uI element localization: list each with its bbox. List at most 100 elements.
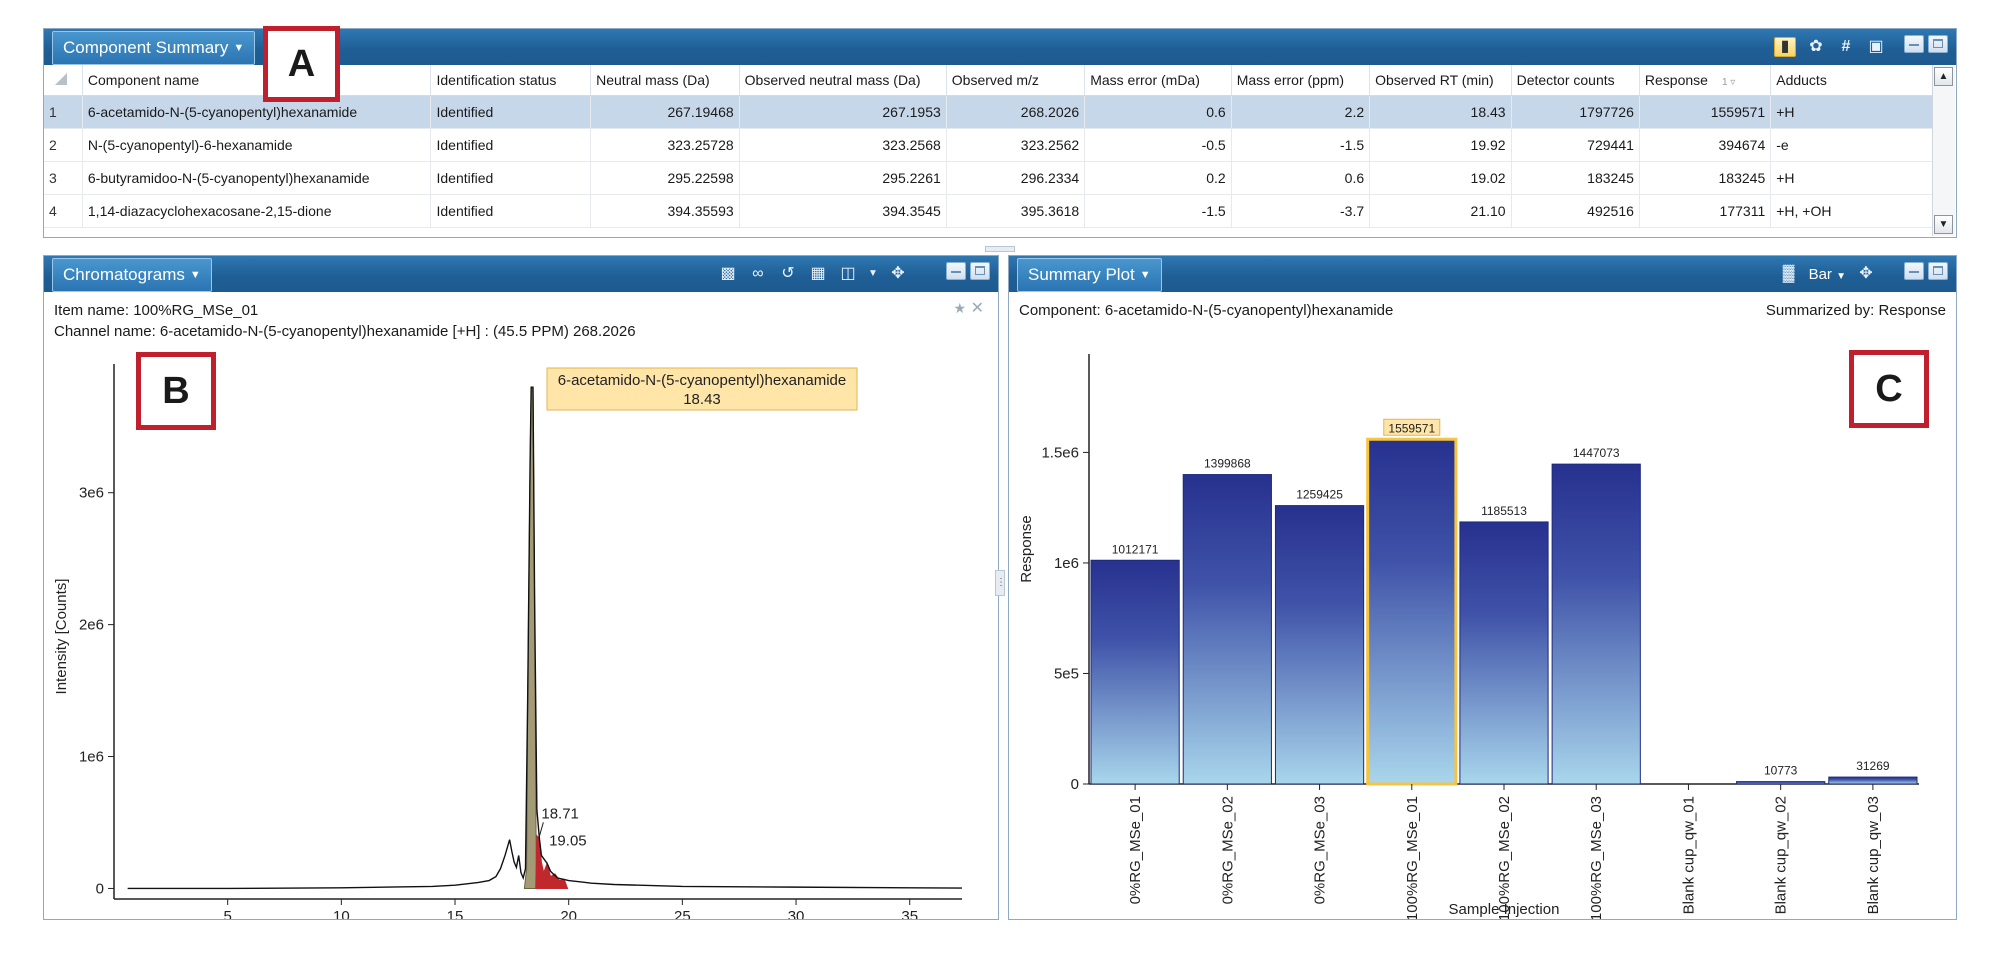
y-tick-label: 0 <box>1071 776 1079 793</box>
peak-tooltip-rt: 18.43 <box>683 391 721 408</box>
chromatograms-menu[interactable]: Chromatograms ▼ <box>52 258 212 292</box>
annotation-label-c: C <box>1849 350 1929 428</box>
column-header-response[interactable]: Response 1 ▿ <box>1639 65 1772 96</box>
table-icon[interactable]: ▦ <box>810 265 826 282</box>
column-header[interactable]: Detector counts <box>1511 65 1640 96</box>
thermometer-icon[interactable]: ▮ <box>1774 37 1796 57</box>
x-tick-label: 25 <box>674 908 691 919</box>
bar <box>1828 776 1918 785</box>
pin-icon[interactable]: ★ <box>953 300 966 316</box>
column-header[interactable]: Observed RT (min) <box>1369 65 1512 96</box>
chromatogram-chart: 510152025303501e62e63e6Retention time [m… <box>53 364 963 919</box>
minimize-button[interactable] <box>1904 262 1924 280</box>
zoom-select-icon[interactable]: ▩ <box>720 265 736 282</box>
select-all-corner[interactable] <box>44 65 83 96</box>
x-axis-label: Sample Injection <box>1449 901 1560 918</box>
x-tick-label: Blank cup_qw_01 <box>1680 796 1697 914</box>
chromatograms-titlebar: Chromatograms ▼ ▩ ∞ ↺ ▦ ◫ ▼ ✥ <box>44 256 998 292</box>
bar-data-label: 1185513 <box>1481 504 1527 518</box>
bar <box>1366 437 1458 786</box>
bar <box>1551 463 1641 785</box>
bar-data-label: 1559571 <box>1388 421 1435 435</box>
component-summary-menu[interactable]: Component Summary ▼ <box>52 31 256 65</box>
component-table: Component name Identification status Neu… <box>44 65 1933 228</box>
undo-icon[interactable]: ↺ <box>781 265 795 282</box>
bar-data-label: 1259425 <box>1296 488 1343 502</box>
bar-data-label: 1012171 <box>1112 542 1159 556</box>
x-tick-label: 0%RG_MSe_03 <box>1312 796 1329 904</box>
summary-bar-chart: 0 5e5 1e6 1.5e6 1012171 0%RG_MSe_01 1399868 0%R… <box>1018 354 1919 919</box>
bar-data-label: 1447073 <box>1573 446 1620 460</box>
x-tick-label: 15 <box>447 908 464 919</box>
x-tick-label: 100%RG_MSe_02 <box>1496 796 1513 919</box>
plot-type-select[interactable]: Bar ▼ <box>1808 265 1846 283</box>
close-icon[interactable]: ✕ <box>970 300 984 317</box>
table-header: Component name Identification status Neu… <box>44 65 1933 96</box>
scroll-down-button[interactable]: ▼ <box>1934 215 1953 234</box>
component-label: Component: 6-acetamido-N-(5-cyanopentyl)… <box>1019 302 1394 319</box>
peak-tooltip-name: 6-acetamido-N-(5-cyanopentyl)hexanamide <box>558 372 846 389</box>
dropdown-icon[interactable]: ▼ <box>868 268 878 279</box>
hash-icon[interactable]: # <box>1841 38 1851 55</box>
column-header[interactable]: Observed neutral mass (Da) <box>739 65 947 96</box>
component-summary-titlebar: Component Summary ▼ ▮ ✿ # ▣ <box>44 29 1956 65</box>
column-header[interactable]: Neutral mass (Da) <box>590 65 740 96</box>
annotation-label-a: A <box>263 26 340 102</box>
summarized-by-label: Summarized by: Response <box>1765 302 1946 319</box>
column-header[interactable]: Adducts <box>1770 65 1933 96</box>
overlay-icon[interactable]: ◫ <box>840 265 856 282</box>
summary-plot-menu[interactable]: Summary Plot ▼ <box>1017 258 1162 292</box>
pan-icon[interactable]: ✥ <box>891 265 905 282</box>
column-header[interactable]: Mass error (mDa) <box>1084 65 1232 96</box>
bar <box>1459 521 1549 785</box>
minimize-button[interactable] <box>1904 35 1924 53</box>
peak-label: 19.05 <box>549 832 587 849</box>
minimize-button[interactable] <box>946 262 966 280</box>
y-tick-label: 2e6 <box>79 617 104 634</box>
x-tick-label: 10 <box>333 908 350 919</box>
table-scrollbar[interactable]: ▲ ▼ <box>1932 65 1955 236</box>
chromatogram-trace <box>127 386 963 890</box>
export-icon[interactable]: ▣ <box>1868 38 1884 55</box>
x-tick-label: Blank cup_qw_02 <box>1773 796 1790 914</box>
bar-chart-icon[interactable]: ▓ <box>1782 265 1795 282</box>
y-axis-label: Intensity [Counts] <box>53 579 70 695</box>
y-tick-label: 1e6 <box>1054 555 1079 572</box>
maximize-button[interactable] <box>970 262 990 280</box>
vertical-splitter[interactable]: ⋮ <box>995 570 1006 596</box>
column-header[interactable]: Component name <box>82 65 432 96</box>
maximize-button[interactable] <box>1928 262 1948 280</box>
sort-indicator: 1 ▿ <box>1721 77 1736 88</box>
scroll-up-button[interactable]: ▲ <box>1934 67 1953 86</box>
horizontal-splitter[interactable] <box>985 246 1015 252</box>
bar <box>1736 781 1826 785</box>
table-row[interactable]: 4 1,14-diazacyclohexacosane-2,15-dione I… <box>44 194 1933 228</box>
annotation-label-b: B <box>136 352 216 430</box>
x-tick-label: 35 <box>901 908 918 919</box>
bar-data-label: 10773 <box>1764 764 1798 778</box>
x-tick-label: 100%RG_MSe_03 <box>1588 796 1605 919</box>
peak-tooltip <box>546 367 858 411</box>
x-tick-label: 20 <box>560 908 577 919</box>
table-row[interactable]: 1 6-acetamido-N-(5-cyanopentyl)hexanamid… <box>44 95 1933 129</box>
y-tick-label: 1.5e6 <box>1041 444 1079 461</box>
y-tick-label: 5e5 <box>1054 665 1079 682</box>
bar <box>1182 474 1272 785</box>
pan-icon[interactable]: ✥ <box>1859 265 1873 282</box>
y-tick-label: 0 <box>96 880 104 897</box>
y-tick-label: 3e6 <box>79 485 104 502</box>
maximize-button[interactable] <box>1928 35 1948 53</box>
table-row[interactable]: 3 6-butyramidoo-N-(5-cyanopentyl)hexanam… <box>44 161 1933 195</box>
channel-name: Channel name: 6-acetamido-N-(5-cyanopent… <box>54 323 636 340</box>
column-header[interactable]: Mass error (ppm) <box>1231 65 1371 96</box>
x-tick-label: 0%RG_MSe_02 <box>1219 796 1236 904</box>
molecule-icon[interactable]: ✿ <box>1809 38 1823 55</box>
table-row[interactable]: 2 N-(5-cyanopentyl)-6-hexanamide Identif… <box>44 128 1933 162</box>
link-icon[interactable]: ∞ <box>752 265 764 282</box>
x-tick-label: 0%RG_MSe_01 <box>1127 796 1144 904</box>
item-name: Item name: 100%RG_MSe_01 <box>54 302 259 319</box>
column-header[interactable]: Identification status <box>430 65 592 96</box>
column-header[interactable]: Observed m/z <box>946 65 1086 96</box>
component-summary-panel: Component Summary ▼ ▮ ✿ # ▣ Component nam… <box>43 28 1957 238</box>
summary-plot-titlebar: Summary Plot ▼ ▓ Bar ▼ ✥ <box>1009 256 1956 292</box>
